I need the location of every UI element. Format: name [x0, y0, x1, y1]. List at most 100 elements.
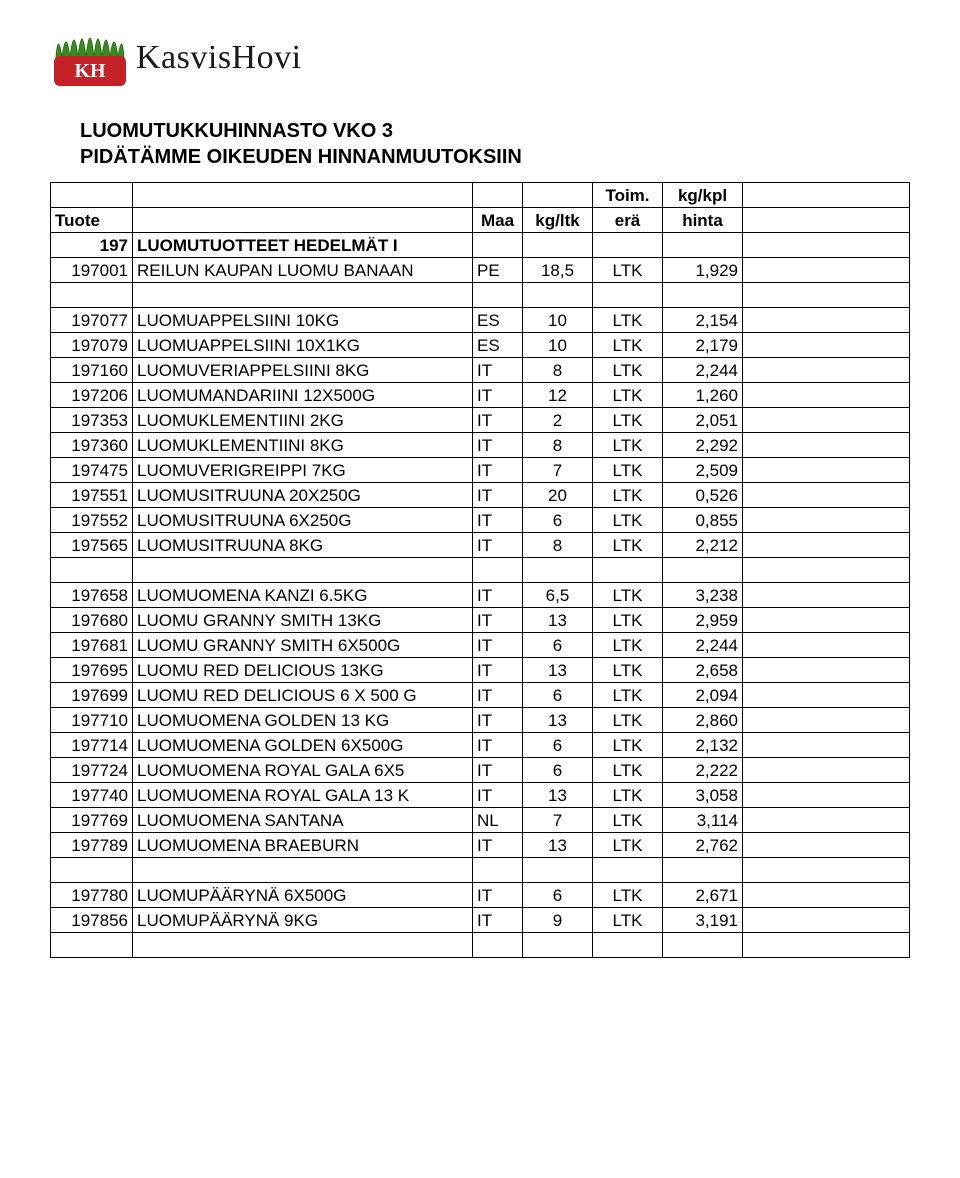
price-table: Toim. kg/kpl Tuote Maa kg/ltk erä hinta … — [50, 182, 910, 958]
cell-extra — [743, 533, 910, 558]
cell-maa: IT — [473, 733, 523, 758]
cell-maa: IT — [473, 833, 523, 858]
cell-era: LTK — [593, 308, 663, 333]
cell-kg: 13 — [523, 608, 593, 633]
empty-cell — [133, 858, 473, 883]
table-row — [51, 933, 910, 958]
header-row-1: Toim. kg/kpl — [51, 183, 910, 208]
cell-kg: 10 — [523, 333, 593, 358]
cell-code: 197551 — [51, 483, 133, 508]
empty-cell — [663, 858, 743, 883]
cell-era: LTK — [593, 458, 663, 483]
empty-cell — [133, 283, 473, 308]
cell-era: LTK — [593, 258, 663, 283]
empty-cell — [593, 558, 663, 583]
cell-extra — [743, 708, 910, 733]
logo-mark-icon: KH — [50, 20, 132, 90]
cell-maa: IT — [473, 458, 523, 483]
cell-kg: 13 — [523, 658, 593, 683]
table-row: 197856LUOMUPÄÄRYNÄ 9KGIT9LTK3,191 — [51, 908, 910, 933]
cell-hinta: 1,260 — [663, 383, 743, 408]
cell-code: 197353 — [51, 408, 133, 433]
cell-hinta: 2,860 — [663, 708, 743, 733]
cell-maa: NL — [473, 808, 523, 833]
header-toim: Toim. — [593, 183, 663, 208]
cell-era: LTK — [593, 383, 663, 408]
cell-code: 197789 — [51, 833, 133, 858]
cell-hinta: 3,114 — [663, 808, 743, 833]
table-row: 197695LUOMU RED DELICIOUS 13KGIT13LTK2,6… — [51, 658, 910, 683]
cell-name: LUOMUPÄÄRYNÄ 9KG — [133, 908, 473, 933]
cell-name: LUOMUVERIGREIPPI 7KG — [133, 458, 473, 483]
cell-era: LTK — [593, 833, 663, 858]
cell-hinta: 1,929 — [663, 258, 743, 283]
cell-name: LUOMUVERIAPPELSIINI 8KG — [133, 358, 473, 383]
cell-maa: IT — [473, 408, 523, 433]
cell-maa: ES — [473, 308, 523, 333]
cell-name: LUOMU GRANNY SMITH 13KG — [133, 608, 473, 633]
table-row: 197769LUOMUOMENA SANTANANL7LTK3,114 — [51, 808, 910, 833]
cell-kg: 8 — [523, 433, 593, 458]
cell-maa: IT — [473, 608, 523, 633]
table-row: 197551LUOMUSITRUUNA 20X250GIT20LTK0,526 — [51, 483, 910, 508]
cell-kg: 13 — [523, 708, 593, 733]
cell-extra — [743, 433, 910, 458]
cell-hinta: 2,959 — [663, 608, 743, 633]
cell-era: LTK — [593, 508, 663, 533]
cell-maa: IT — [473, 583, 523, 608]
empty-cell — [51, 858, 133, 883]
cell-maa: IT — [473, 658, 523, 683]
cell-code: 197475 — [51, 458, 133, 483]
svg-text:KH: KH — [74, 60, 106, 82]
cell-maa: IT — [473, 508, 523, 533]
table-row: 197780LUOMUPÄÄRYNÄ 6X500GIT6LTK2,671 — [51, 883, 910, 908]
cell-era: LTK — [593, 633, 663, 658]
empty-cell — [593, 933, 663, 958]
cell-hinta: 0,855 — [663, 508, 743, 533]
cell-extra — [743, 633, 910, 658]
table-row — [51, 283, 910, 308]
cell-code: 197710 — [51, 708, 133, 733]
cell-kg: 13 — [523, 783, 593, 808]
cell-name: LUOMUOMENA SANTANA — [133, 808, 473, 833]
empty-cell — [593, 858, 663, 883]
cell-extra — [743, 608, 910, 633]
cell-hinta: 2,132 — [663, 733, 743, 758]
category-name: LUOMUTUOTTEET HEDELMÄT I — [133, 233, 473, 258]
cell-name: LUOMUSITRUUNA 20X250G — [133, 483, 473, 508]
empty-cell — [663, 933, 743, 958]
cell-extra — [743, 783, 910, 808]
cell-code: 197160 — [51, 358, 133, 383]
cell-hinta: 2,222 — [663, 758, 743, 783]
cell-maa: IT — [473, 433, 523, 458]
page-title: LUOMUTUKKUHINNASTO VKO 3 PIDÄTÄMME OIKEU… — [80, 118, 910, 170]
cell-maa: IT — [473, 533, 523, 558]
empty-cell — [523, 933, 593, 958]
cell-kg: 18,5 — [523, 258, 593, 283]
empty-cell — [473, 858, 523, 883]
cell-era: LTK — [593, 608, 663, 633]
empty-cell — [523, 558, 593, 583]
cell-era: LTK — [593, 683, 663, 708]
cell-hinta: 2,509 — [663, 458, 743, 483]
cell-maa: IT — [473, 908, 523, 933]
cell-name: LUOMUKLEMENTIINI 8KG — [133, 433, 473, 458]
table-row: 197658LUOMUOMENA KANZI 6.5KGIT6,5LTK3,23… — [51, 583, 910, 608]
empty-cell — [473, 933, 523, 958]
table-row: 197710LUOMUOMENA GOLDEN 13 KGIT13LTK2,86… — [51, 708, 910, 733]
cell-extra — [743, 333, 910, 358]
cell-hinta: 2,244 — [663, 633, 743, 658]
cell-hinta: 2,179 — [663, 333, 743, 358]
cell-extra — [743, 833, 910, 858]
cell-era: LTK — [593, 358, 663, 383]
empty-cell — [473, 283, 523, 308]
cell-kg: 6 — [523, 883, 593, 908]
cell-hinta: 2,658 — [663, 658, 743, 683]
brand-logo: KH KasvisHovi — [50, 20, 910, 90]
cell-kg: 6 — [523, 508, 593, 533]
cell-extra — [743, 883, 910, 908]
cell-extra — [743, 908, 910, 933]
cell-era: LTK — [593, 808, 663, 833]
cell-maa: IT — [473, 633, 523, 658]
cell-kg: 8 — [523, 358, 593, 383]
